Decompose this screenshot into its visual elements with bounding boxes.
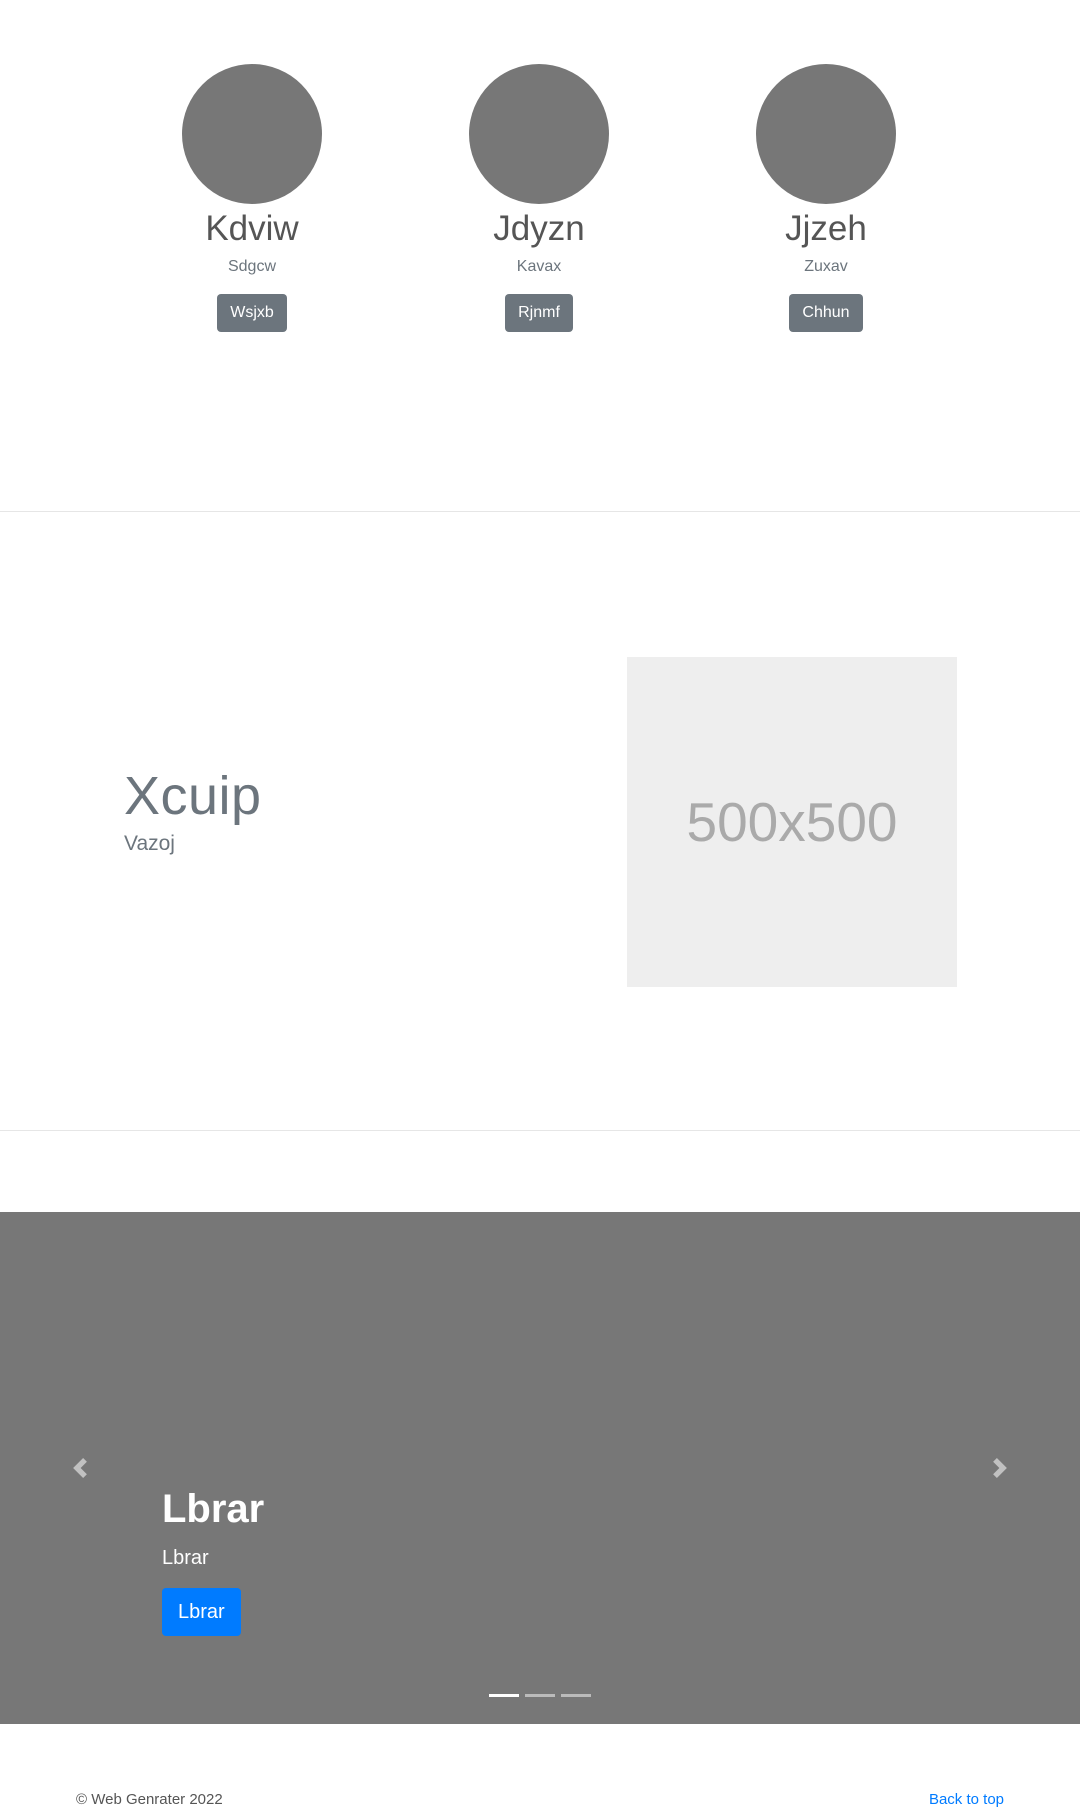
team-member: Jjzeh Zuxav Chhun: [706, 64, 946, 332]
slide-text: Lbrar: [162, 1547, 209, 1569]
slide-button[interactable]: Lbrar: [162, 1588, 241, 1636]
feature-section: Xcuip Vazoj 500x500: [0, 512, 1080, 1130]
carousel-indicator[interactable]: [525, 1694, 555, 1697]
footer: © Web Genrater 2022 Back to top: [0, 1724, 1080, 1812]
member-button[interactable]: Rjnmf: [505, 294, 573, 332]
member-role: Kavax: [516, 258, 562, 275]
member-name: Jdyzn: [493, 209, 585, 248]
placeholder-label: 500x500: [686, 791, 898, 853]
carousel-next-button[interactable]: [920, 1212, 1080, 1724]
team-member: Jdyzn Kavax Rjnmf: [419, 64, 659, 332]
avatar: [756, 64, 896, 204]
feature-image-placeholder: 500x500: [627, 657, 957, 987]
feature-lead: Vazoj: [124, 832, 175, 855]
member-button[interactable]: Chhun: [789, 294, 863, 332]
member-button[interactable]: Wsjxb: [217, 294, 287, 332]
carousel: Lbrar Lbrar Lbrar: [0, 1212, 1080, 1724]
carousel-indicators: [0, 1694, 1080, 1697]
slide-title: Lbrar: [162, 1487, 265, 1531]
feature-heading: Xcuip: [124, 766, 262, 826]
avatar: [469, 64, 609, 204]
chevron-right-icon: [993, 1458, 1007, 1478]
avatar: [182, 64, 322, 204]
carousel-prev-button[interactable]: [0, 1212, 160, 1724]
member-role: Zuxav: [804, 258, 848, 275]
team-section: Kdviw Sdgcw Wsjxb Jdyzn Kavax Rjnmf Jjze…: [0, 0, 1080, 512]
member-name: Jjzeh: [785, 209, 867, 248]
section-divider: [0, 511, 1080, 512]
carousel-caption: Lbrar Lbrar Lbrar: [162, 1484, 264, 1636]
member-role: Sdgcw: [227, 258, 277, 275]
chevron-left-icon: [73, 1458, 87, 1478]
back-to-top-link[interactable]: Back to top: [928, 1791, 1004, 1808]
copyright-text: © Web Genrater 2022: [76, 1791, 223, 1808]
team-member: Kdviw Sdgcw Wsjxb: [132, 64, 372, 332]
member-name: Kdviw: [205, 209, 299, 248]
carousel-indicator[interactable]: [561, 1694, 591, 1697]
carousel-indicator[interactable]: [489, 1694, 519, 1697]
section-divider: [0, 1130, 1080, 1131]
